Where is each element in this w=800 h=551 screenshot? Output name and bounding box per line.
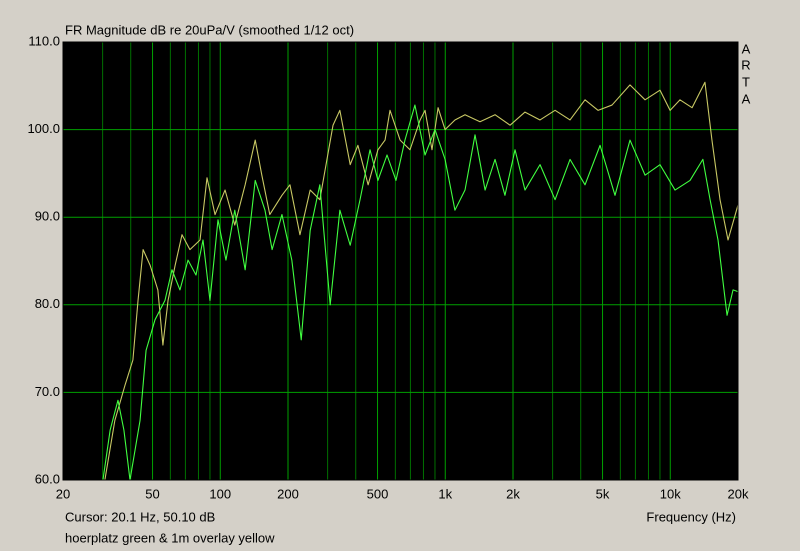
y-tick-label: 60.0: [35, 471, 60, 486]
x-tick-label: 5k: [596, 486, 610, 501]
x-tick-label: 50: [145, 486, 159, 501]
chart-title: FR Magnitude dB re 20uPa/V (smoothed 1/1…: [65, 22, 354, 37]
response-curve: [102, 104, 738, 480]
side-label: R: [741, 57, 750, 72]
plot-border: [62, 41, 739, 481]
x-tick-label: 200: [277, 486, 299, 501]
plot-area: [63, 42, 738, 480]
side-label: T: [742, 74, 750, 89]
x-tick-label: 20: [56, 486, 70, 501]
side-label: A: [742, 91, 751, 106]
response-curve: [104, 81, 738, 480]
x-tick-label: 2k: [506, 486, 520, 501]
y-tick-label: 110.0: [28, 33, 60, 48]
x-tick-label: 10k: [660, 486, 681, 501]
legend-text: hoerplatz green & 1m overlay yellow: [65, 530, 275, 545]
y-tick-label: 100.0: [27, 121, 60, 136]
x-tick-label: 1k: [438, 486, 452, 501]
plot-lines: [102, 81, 738, 480]
x-tick-label: 500: [367, 486, 389, 501]
side-label: A: [742, 41, 751, 56]
x-axis-label: Frequency (Hz): [646, 509, 736, 524]
y-tick-label: 70.0: [35, 384, 60, 399]
x-tick-label: 100: [209, 486, 231, 501]
cursor-readout: Cursor: 20.1 Hz, 50.10 dB: [65, 509, 215, 524]
x-tick-label: 20k: [728, 486, 749, 501]
y-tick-label: 90.0: [35, 209, 60, 224]
y-tick-label: 80.0: [35, 296, 60, 311]
